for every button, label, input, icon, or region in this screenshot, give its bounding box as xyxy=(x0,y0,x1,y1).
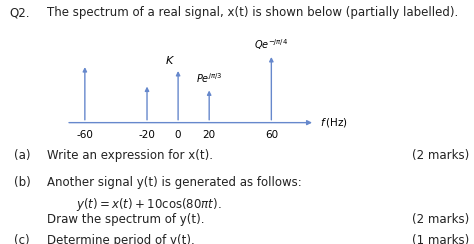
Text: Another signal y(t) is generated as follows:: Another signal y(t) is generated as foll… xyxy=(47,176,302,189)
Text: The spectrum of a real signal, x(t) is shown below (partially labelled).: The spectrum of a real signal, x(t) is s… xyxy=(47,6,459,19)
Text: (1 marks): (1 marks) xyxy=(412,234,470,244)
Text: (b): (b) xyxy=(14,176,31,189)
Text: $y(t) = x(t) + 10\cos(80\pi t)$.: $y(t) = x(t) + 10\cos(80\pi t)$. xyxy=(76,196,221,214)
Text: (a): (a) xyxy=(14,149,31,162)
Text: $f\,$(Hz): $f\,$(Hz) xyxy=(319,116,347,129)
Text: 0: 0 xyxy=(175,130,182,140)
Text: $K$: $K$ xyxy=(165,54,175,66)
Text: Determine period of y(t).: Determine period of y(t). xyxy=(47,234,195,244)
Text: 60: 60 xyxy=(265,130,278,140)
Text: $Pe^{j\pi/3}$: $Pe^{j\pi/3}$ xyxy=(196,71,222,85)
Text: Draw the spectrum of y(t).: Draw the spectrum of y(t). xyxy=(47,213,205,226)
Text: $Qe^{-j\pi/4}$: $Qe^{-j\pi/4}$ xyxy=(254,37,288,52)
Text: Write an expression for x(t).: Write an expression for x(t). xyxy=(47,149,213,162)
Text: -60: -60 xyxy=(76,130,93,140)
Text: Q2.: Q2. xyxy=(9,6,30,19)
Text: (c): (c) xyxy=(14,234,30,244)
Text: 20: 20 xyxy=(202,130,216,140)
Text: (2 marks): (2 marks) xyxy=(412,149,470,162)
Text: -20: -20 xyxy=(138,130,155,140)
Text: (2 marks): (2 marks) xyxy=(412,213,470,226)
